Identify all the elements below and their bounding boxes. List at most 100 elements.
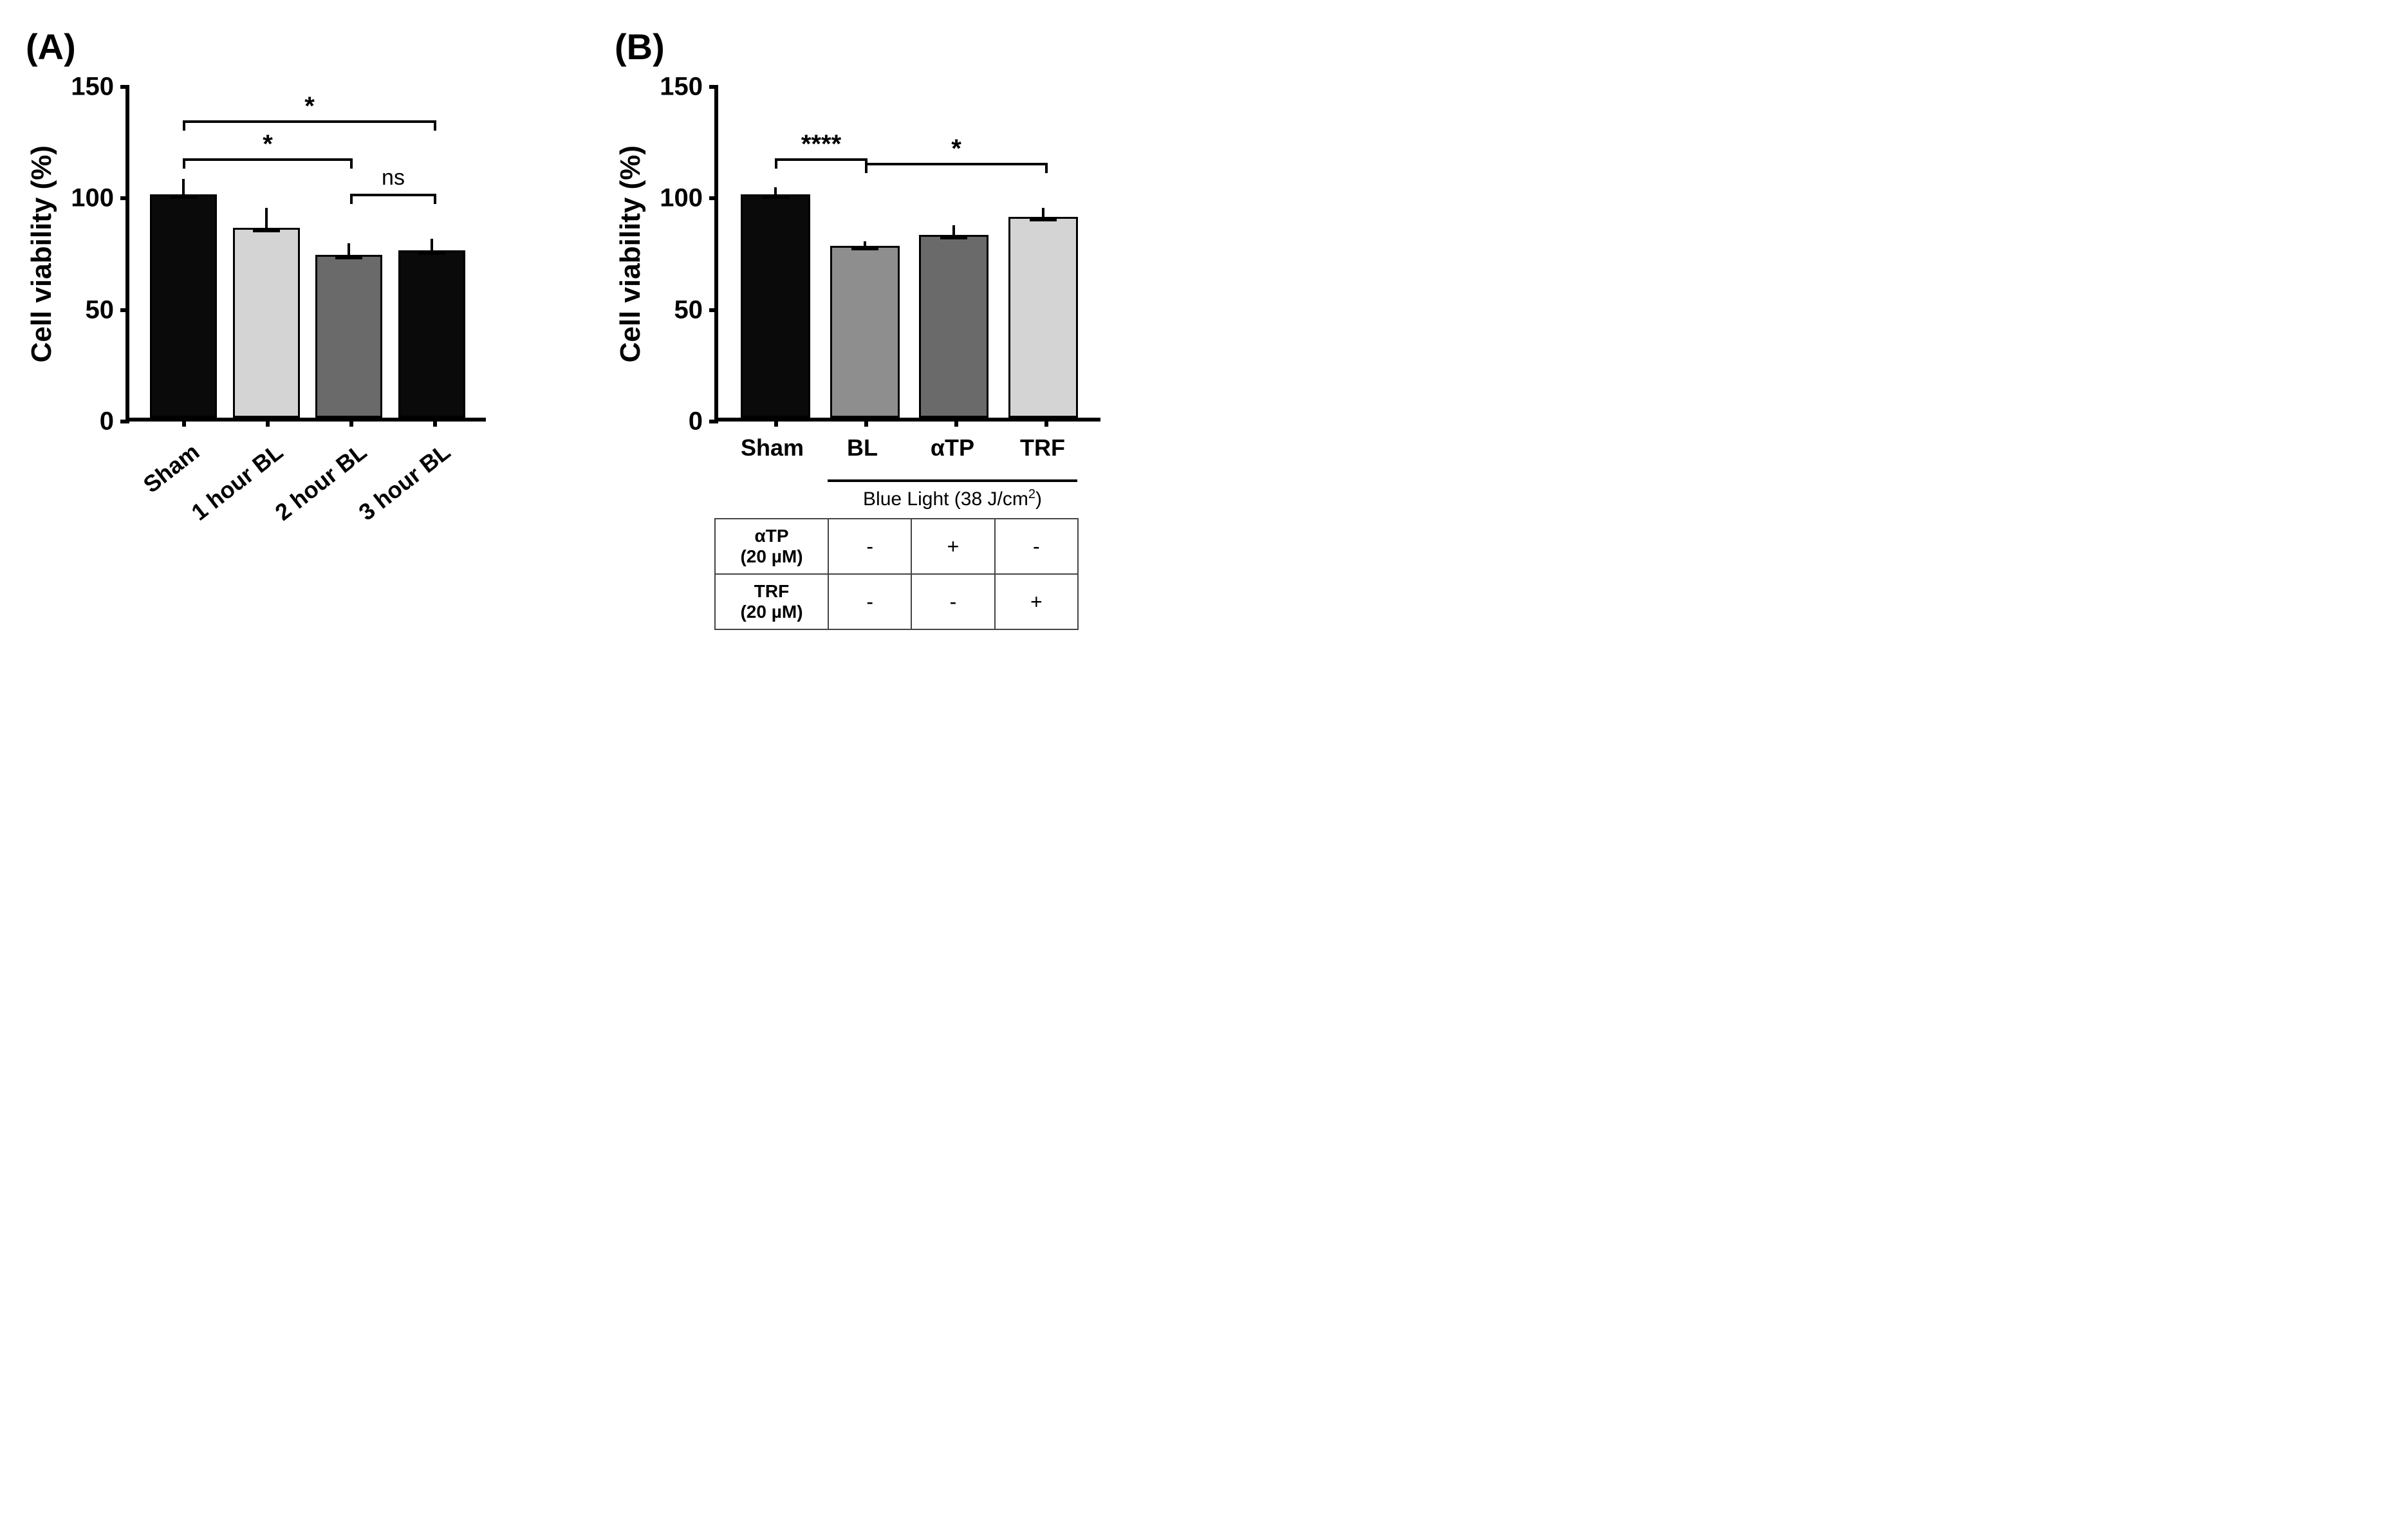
sig-bracket-h: [351, 194, 435, 196]
treatment-cell: -: [828, 519, 911, 574]
ytick-label: 100: [71, 184, 114, 213]
group-line: [828, 479, 1077, 482]
error-bar: [1042, 208, 1044, 219]
sig-bracket-v: [350, 194, 353, 204]
ytick-label: 100: [660, 184, 703, 213]
treatment-table: αTP(20 µM)-+-TRF(20 µM)--+: [714, 518, 1079, 630]
error-cap: [253, 230, 280, 232]
table-row: αTP(20 µM)-+-: [715, 519, 1078, 574]
panel-a-yaxis: 050100150: [68, 87, 125, 422]
row-header: αTP(20 µM): [715, 519, 828, 574]
sig-bracket-v: [350, 158, 353, 169]
xtick-mark: [266, 418, 270, 427]
bar-group: [999, 217, 1088, 418]
error-cap: [418, 252, 445, 255]
bar: [233, 228, 300, 418]
sig-bracket-v: [434, 120, 436, 131]
treatment-cell: +: [911, 519, 994, 574]
error-bar: [952, 225, 955, 236]
panel-b-group-annotation: Blue Light (38 J/cm2): [714, 479, 1100, 510]
sig-label: *: [951, 135, 961, 163]
error-bar: [431, 239, 433, 252]
error-bar: [265, 208, 268, 230]
sig-bracket-v: [1045, 163, 1048, 173]
panel-a-xlabels: Sham1 hour BL2 hour BL3 hour BL: [125, 434, 486, 563]
xtick-mark: [1044, 418, 1048, 427]
error-cap: [851, 248, 878, 250]
error-bar: [864, 241, 866, 248]
xlabel: TRF: [1020, 434, 1065, 461]
sig-label: ns: [382, 165, 405, 190]
treatment-cell: -: [828, 574, 911, 629]
bar: [1008, 217, 1078, 418]
xlabel: BL: [847, 434, 878, 461]
ytick-label: 0: [100, 407, 114, 436]
bar-group: [731, 194, 821, 418]
sig-label: *: [263, 130, 273, 159]
xtick-mark: [774, 418, 778, 427]
bar: [150, 194, 217, 418]
group-caption: Blue Light (38 J/cm2): [828, 487, 1077, 510]
sig-bracket-v: [434, 194, 436, 204]
xlabel: 1 hour BL: [187, 438, 288, 526]
ytick-label: 150: [660, 73, 703, 102]
sig-bracket-v: [183, 120, 185, 131]
xtick-mark: [864, 418, 868, 427]
bar-group: [391, 250, 474, 418]
ytick-label: 150: [71, 73, 114, 102]
xtick-mark: [349, 418, 353, 427]
panel-a: (A) Cell viability (%) 0 50 100 150 * * ns Sh…: [26, 26, 486, 563]
error-bar: [348, 243, 350, 257]
treatment-cell: -: [911, 574, 994, 629]
xlabel: 3 hour BL: [354, 438, 456, 526]
bar: [830, 246, 900, 418]
xtick-mark: [182, 418, 186, 427]
error-bar: [182, 179, 185, 197]
bar-group: [308, 255, 391, 418]
xlabel: 2 hour BL: [270, 438, 372, 526]
error-bar: [774, 187, 777, 196]
ytick-label: 50: [86, 295, 115, 324]
panel-b-label: (B): [615, 26, 1100, 68]
bar: [919, 235, 988, 418]
panel-b: (B) Cell viability (%) 050100150 ***** S…: [615, 26, 1100, 630]
error-cap: [762, 196, 789, 199]
ytick-label: 0: [689, 407, 703, 436]
panel-b-ylabel: Cell viability (%): [615, 145, 647, 362]
row-header: TRF(20 µM): [715, 574, 828, 629]
xtick-mark: [954, 418, 958, 427]
error-cap: [170, 196, 197, 199]
panel-a-ylabel: Cell viability (%): [26, 145, 58, 362]
sig-label: ****: [801, 130, 841, 159]
xlabel: Sham: [741, 434, 804, 461]
xlabel: αTP: [931, 434, 974, 461]
error-cap: [1030, 219, 1057, 221]
bar: [398, 250, 465, 418]
sig-bracket-v: [775, 158, 777, 169]
figure-container: (A) Cell viability (%) 0 50 100 150 * * ns Sh…: [26, 26, 2368, 630]
panel-b-ylabel-wrap: Cell viability (%): [615, 87, 647, 422]
bar-group: [225, 228, 308, 418]
panel-a-plot: * * ns: [125, 87, 486, 422]
sig-bracket-v: [865, 163, 868, 173]
panel-b-yaxis: 050100150: [656, 87, 714, 422]
bar-group: [142, 194, 225, 418]
xlabel: Sham: [138, 438, 205, 498]
panel-b-xlabels: Sham BL αTP TRF: [714, 434, 1100, 473]
panel-b-bars: [718, 87, 1100, 418]
error-cap: [335, 257, 362, 259]
ytick-label: 50: [674, 295, 703, 324]
bar: [315, 255, 382, 418]
error-cap: [940, 237, 967, 239]
bar-group: [909, 235, 999, 418]
sig-bracket-v: [183, 158, 185, 169]
panel-a-label: (A): [26, 26, 486, 68]
bar: [741, 194, 810, 418]
panel-a-chart: Cell viability (%) 050100150 **ns: [26, 87, 486, 422]
table-row: TRF(20 µM)--+: [715, 574, 1078, 629]
treatment-cell: +: [995, 574, 1078, 629]
xtick-mark: [433, 418, 437, 427]
panel-b-treatment-table: αTP(20 µM)-+-TRF(20 µM)--+: [714, 518, 1100, 630]
panel-b-plot: *****: [714, 87, 1100, 422]
sig-label: *: [304, 92, 315, 121]
